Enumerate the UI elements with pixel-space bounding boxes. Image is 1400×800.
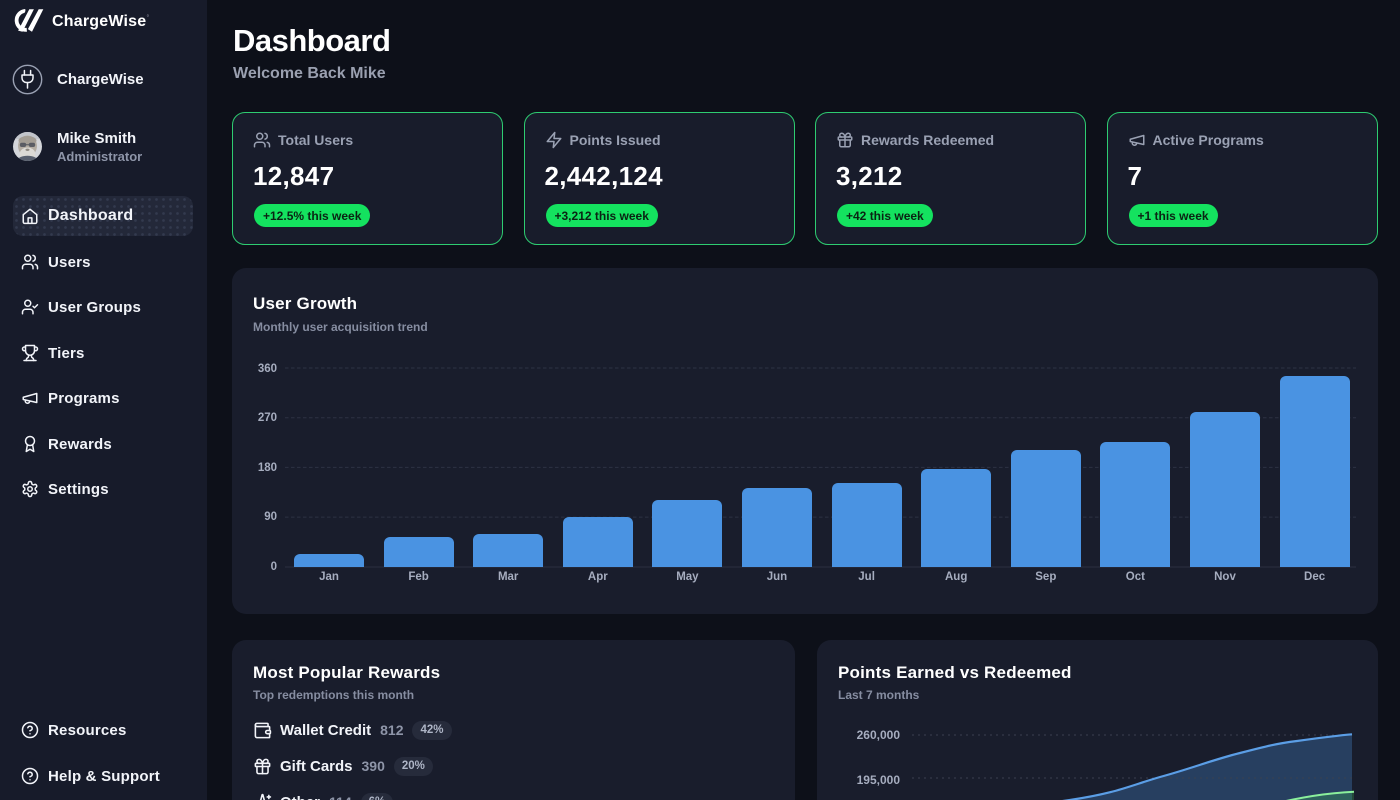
svg-text:260,000: 260,000 bbox=[857, 728, 901, 742]
svg-text:0: 0 bbox=[271, 561, 277, 573]
svg-text:270: 270 bbox=[258, 412, 277, 424]
svg-text:90: 90 bbox=[264, 511, 277, 523]
svg-text:195,000: 195,000 bbox=[857, 773, 901, 787]
svg-text:360: 360 bbox=[258, 363, 277, 375]
svg-text:180: 180 bbox=[258, 462, 277, 474]
